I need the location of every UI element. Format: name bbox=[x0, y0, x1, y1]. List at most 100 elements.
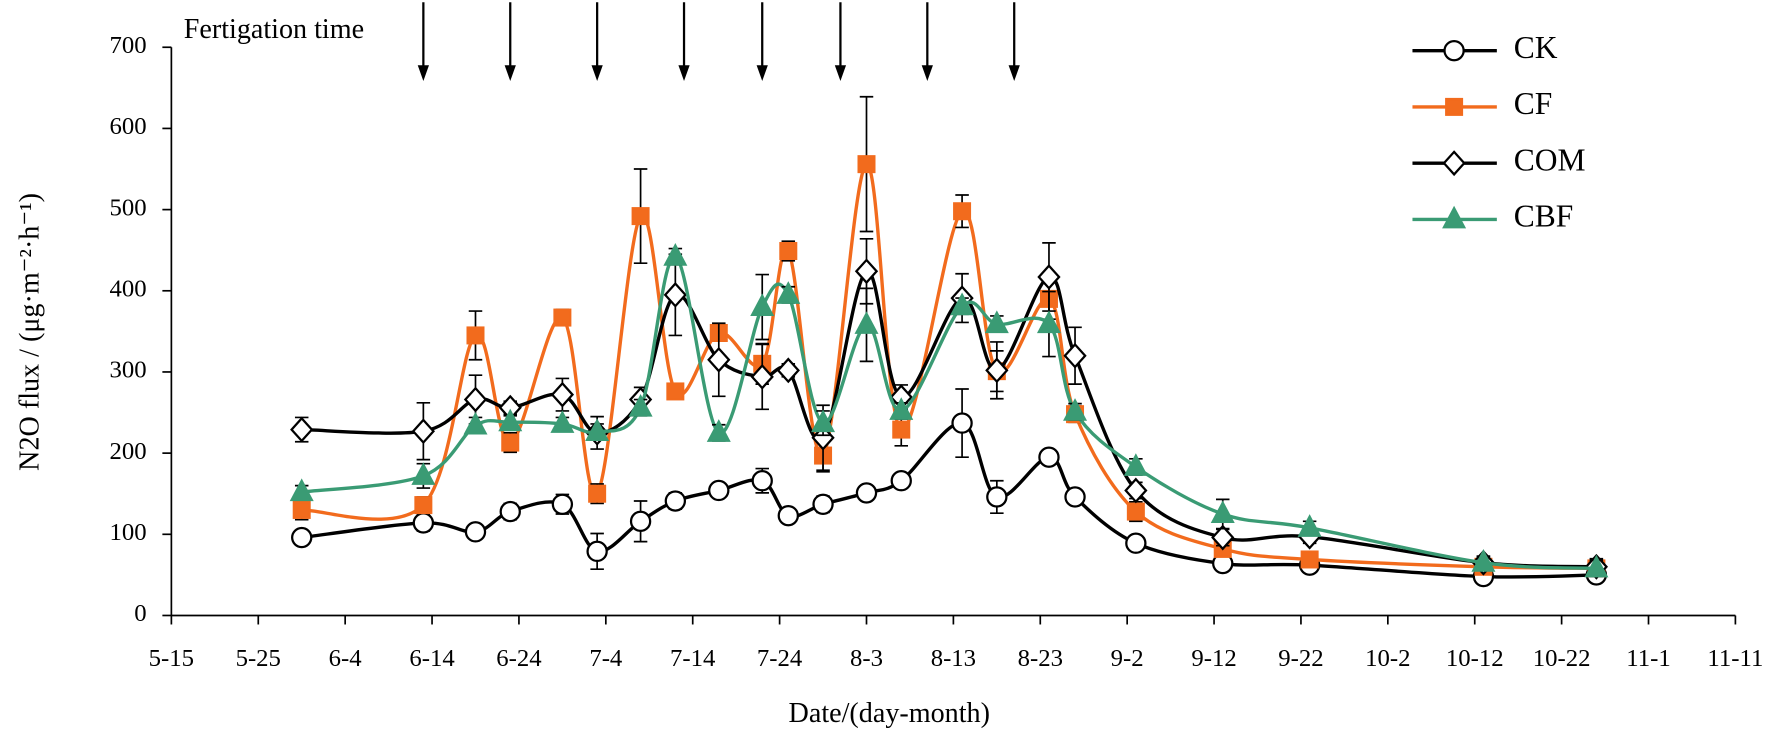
fertigation-arrowhead bbox=[1008, 65, 1020, 82]
data-point bbox=[411, 418, 435, 445]
y-tick-label: 200 bbox=[110, 438, 147, 465]
data-point bbox=[631, 207, 650, 226]
legend-label: CBF bbox=[1514, 199, 1574, 234]
data-point bbox=[550, 381, 575, 408]
data-point bbox=[463, 411, 488, 435]
data-point bbox=[411, 462, 436, 485]
x-tick-label: 11-1 bbox=[1626, 645, 1670, 672]
y-tick-label: 400 bbox=[110, 275, 147, 302]
data-point bbox=[1038, 446, 1060, 468]
legend-marker bbox=[1442, 150, 1466, 177]
data-point bbox=[586, 540, 608, 563]
y-tick-label: 600 bbox=[110, 113, 147, 140]
legend-label: CF bbox=[1514, 86, 1553, 121]
data-point bbox=[290, 416, 314, 443]
data-point bbox=[1471, 549, 1496, 572]
x-tick-label: 7-4 bbox=[589, 645, 622, 672]
data-point bbox=[777, 504, 799, 527]
fertigation-arrowhead bbox=[591, 65, 603, 82]
data-point bbox=[708, 479, 730, 502]
fertigation-arrowhead bbox=[756, 65, 768, 82]
x-tick-label: 10-22 bbox=[1533, 645, 1591, 672]
data-point bbox=[1037, 264, 1061, 290]
data-point bbox=[289, 478, 314, 502]
data-point bbox=[707, 346, 731, 373]
data-point bbox=[889, 397, 914, 420]
x-tick-label: 5-25 bbox=[236, 645, 281, 672]
data-point bbox=[1123, 453, 1148, 476]
data-point bbox=[812, 493, 834, 515]
data-point bbox=[751, 470, 773, 492]
data-point bbox=[1036, 310, 1061, 334]
data-point bbox=[466, 326, 485, 345]
legend-marker bbox=[1443, 39, 1465, 62]
data-point bbox=[1124, 477, 1148, 504]
data-point bbox=[776, 281, 801, 304]
x-tick-label: 8-23 bbox=[1018, 645, 1063, 672]
series-line bbox=[301, 421, 1597, 579]
legend-label: COM bbox=[1514, 142, 1586, 177]
data-point bbox=[1210, 500, 1235, 524]
data-point bbox=[1584, 554, 1609, 578]
y-tick-label: 100 bbox=[110, 519, 147, 546]
data-point bbox=[855, 482, 878, 504]
x-axis-label: Date/(day-month) bbox=[789, 698, 990, 729]
fertigation-arrowhead bbox=[504, 65, 516, 82]
data-point bbox=[666, 382, 685, 401]
y-axis-label: N2O flux / (μg·m⁻²·h⁻¹) bbox=[14, 193, 45, 471]
data-point bbox=[628, 394, 653, 417]
x-tick-label: 6-24 bbox=[496, 645, 541, 672]
data-point bbox=[890, 470, 912, 492]
data-point bbox=[854, 258, 879, 285]
data-point bbox=[588, 484, 607, 503]
data-point bbox=[1064, 486, 1086, 508]
data-point bbox=[953, 202, 972, 221]
x-tick-label: 5-15 bbox=[149, 645, 194, 672]
annotation: Fertigation time bbox=[184, 14, 364, 45]
data-point bbox=[550, 410, 575, 433]
y-tick-label: 300 bbox=[110, 357, 147, 384]
data-point bbox=[499, 500, 521, 523]
fertigation-arrowhead bbox=[678, 65, 690, 82]
data-point bbox=[1297, 514, 1322, 537]
x-tick-label: 10-2 bbox=[1365, 645, 1410, 672]
data-point bbox=[412, 512, 435, 534]
legend-label: CK bbox=[1514, 30, 1558, 65]
data-point bbox=[951, 412, 973, 434]
series-line bbox=[301, 162, 1597, 571]
data-point bbox=[776, 357, 800, 384]
data-point bbox=[663, 281, 687, 308]
data-point bbox=[892, 420, 911, 439]
data-point bbox=[986, 486, 1008, 508]
x-tick-label: 7-14 bbox=[670, 645, 715, 672]
data-point bbox=[1063, 398, 1088, 421]
y-tick-label: 500 bbox=[110, 194, 147, 221]
data-point bbox=[291, 526, 313, 549]
x-tick-label: 9-12 bbox=[1191, 645, 1236, 672]
data-point bbox=[1211, 524, 1235, 551]
x-tick-label: 7-24 bbox=[757, 645, 802, 672]
x-tick-label: 10-12 bbox=[1446, 645, 1504, 672]
data-point bbox=[663, 243, 688, 266]
data-point bbox=[950, 292, 975, 316]
data-point bbox=[985, 357, 1009, 384]
data-point bbox=[585, 418, 610, 442]
data-point bbox=[1300, 550, 1319, 569]
data-point bbox=[464, 521, 487, 543]
data-point bbox=[750, 293, 775, 317]
series-line bbox=[301, 269, 1597, 569]
y-tick-label: 0 bbox=[134, 600, 146, 627]
x-tick-label: 6-14 bbox=[409, 645, 454, 672]
data-point bbox=[750, 363, 774, 390]
data-point bbox=[664, 490, 687, 512]
x-tick-label: 9-2 bbox=[1111, 645, 1144, 672]
data-point bbox=[1125, 532, 1147, 554]
data-point bbox=[1063, 342, 1087, 369]
data-point bbox=[553, 308, 572, 327]
x-tick-label: 8-3 bbox=[850, 645, 883, 672]
data-point bbox=[414, 496, 433, 515]
data-point bbox=[779, 242, 798, 261]
data-point bbox=[551, 493, 574, 515]
